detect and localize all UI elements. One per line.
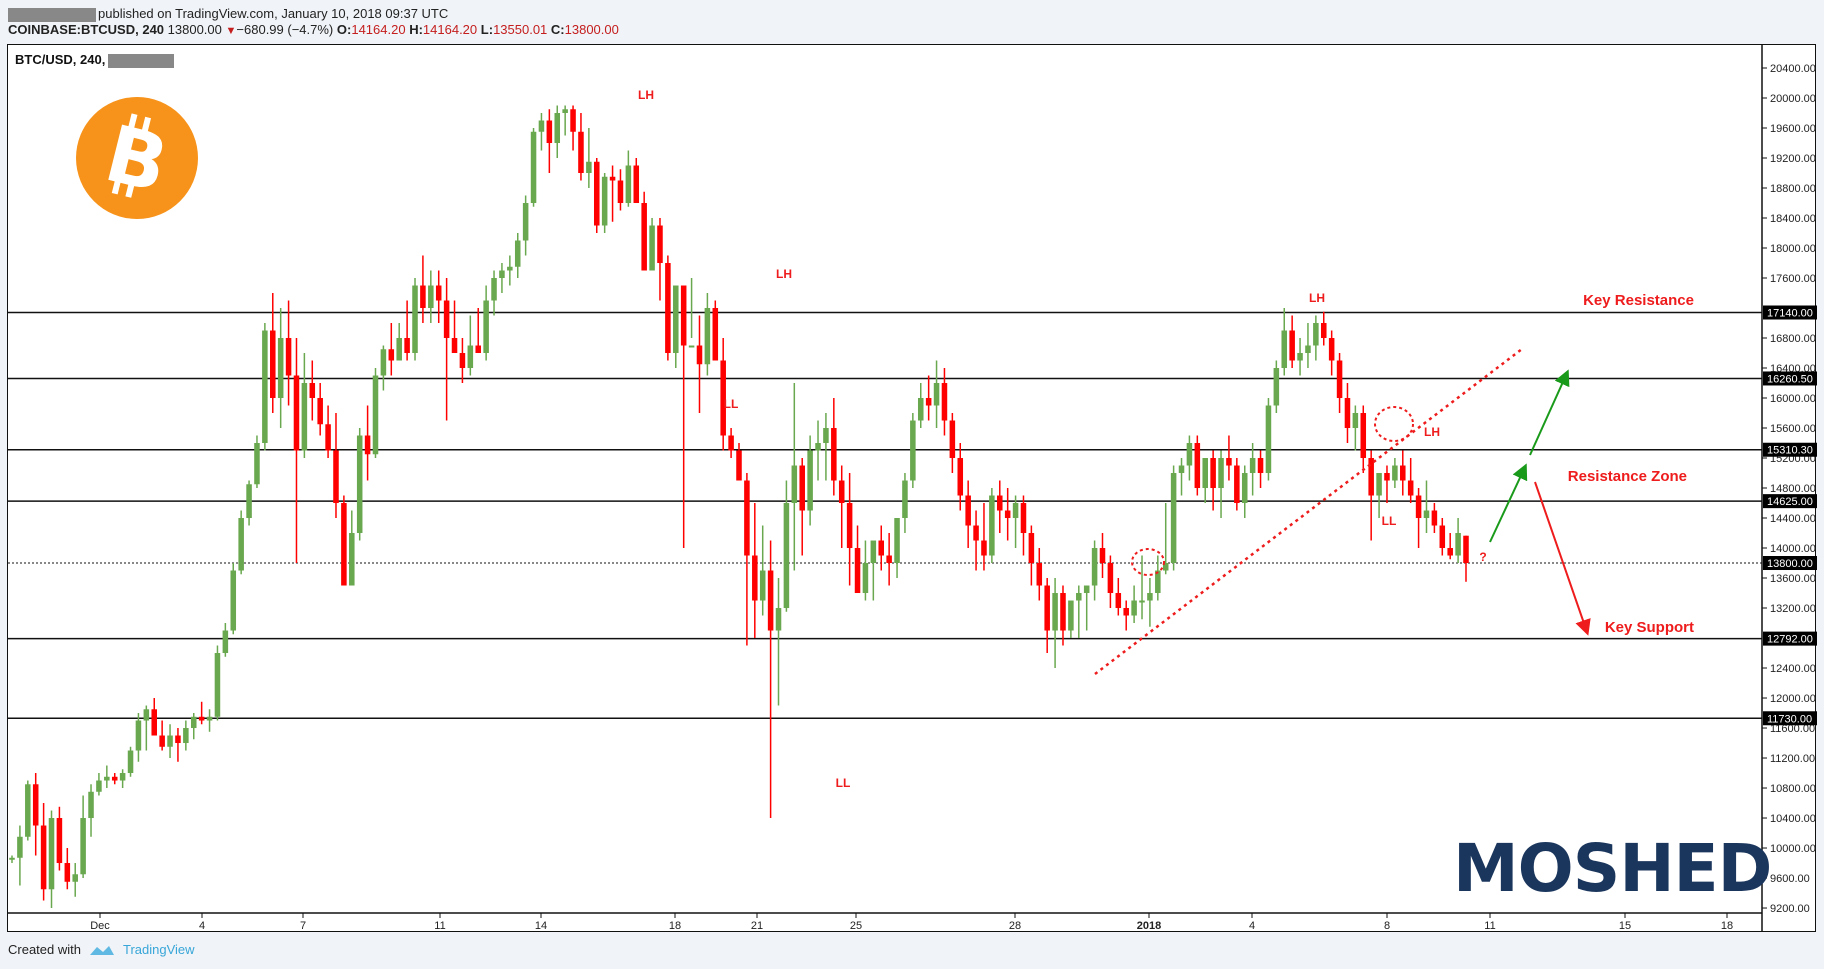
high-label: H: <box>409 22 423 37</box>
svg-text:16800.00: 16800.00 <box>1770 333 1816 345</box>
svg-text:20400.00: 20400.00 <box>1770 63 1816 75</box>
open-label: O: <box>336 22 352 37</box>
svg-text:15310.30: 15310.30 <box>1767 445 1813 457</box>
svg-text:11: 11 <box>434 920 445 932</box>
svg-text:11: 11 <box>1484 920 1495 932</box>
bitcoin-logo-icon: B <box>76 97 198 219</box>
chart-title-text: BTC/USD, 240, <box>15 52 106 67</box>
last-price: 13800.00 <box>167 22 222 37</box>
close-label: C: <box>550 22 565 37</box>
down-triangle-icon: ▼ <box>225 25 237 37</box>
svg-text:17140.00: 17140.00 <box>1767 308 1813 320</box>
tradingview-logo-icon <box>89 945 114 955</box>
svg-text:11600.00: 11600.00 <box>1770 723 1815 735</box>
svg-text:14000.00: 14000.00 <box>1770 543 1816 555</box>
svg-text:10000.00: 10000.00 <box>1770 843 1816 855</box>
svg-text:4: 4 <box>1249 920 1255 932</box>
svg-text:18: 18 <box>1721 920 1733 932</box>
svg-text:9200.00: 9200.00 <box>1770 903 1810 915</box>
svg-text:20000.00: 20000.00 <box>1770 93 1816 105</box>
svg-text:4: 4 <box>199 920 205 932</box>
svg-text:Dec: Dec <box>90 920 110 932</box>
price-change: −680.99 (−4.7%) <box>236 22 334 37</box>
svg-text:14: 14 <box>535 920 547 932</box>
tradingview-link[interactable]: TradingView <box>122 942 195 957</box>
svg-text:12792.00: 12792.00 <box>1767 634 1813 646</box>
svg-text:7: 7 <box>300 920 306 932</box>
high-value: 14164.20 <box>422 22 478 37</box>
svg-text:14800.00: 14800.00 <box>1770 483 1816 495</box>
svg-text:8: 8 <box>1384 920 1390 932</box>
svg-text:25: 25 <box>850 920 862 932</box>
svg-text:19200.00: 19200.00 <box>1770 153 1816 165</box>
annotation-label: LL <box>724 397 739 411</box>
svg-text:18400.00: 18400.00 <box>1770 213 1816 225</box>
created-with-text: Created with <box>8 942 81 957</box>
low-label: L: <box>480 22 494 37</box>
svg-text:15: 15 <box>1619 920 1631 932</box>
low-value: 13550.01 <box>493 22 548 37</box>
published-text: published on TradingView.com, January 10… <box>98 6 449 21</box>
svg-text:16000.00: 16000.00 <box>1770 393 1816 405</box>
svg-text:14625.00: 14625.00 <box>1767 496 1813 508</box>
svg-text:11730.00: 11730.00 <box>1767 713 1812 725</box>
svg-text:19600.00: 19600.00 <box>1770 123 1816 135</box>
svg-text:17600.00: 17600.00 <box>1770 273 1816 285</box>
redacted-author <box>8 7 96 22</box>
svg-text:18: 18 <box>669 920 681 932</box>
annotation-label: LH <box>776 267 792 281</box>
svg-text:12000.00: 12000.00 <box>1770 693 1816 705</box>
annotation-label: LL <box>1382 514 1397 528</box>
annotation-label: Resistance Zone <box>1568 468 1687 485</box>
svg-text:14400.00: 14400.00 <box>1770 513 1816 525</box>
svg-text:18800.00: 18800.00 <box>1770 183 1816 195</box>
annotation-label: ? <box>1479 550 1486 564</box>
annotation-label: LH <box>638 88 654 102</box>
annotation-label: LH <box>1424 425 1440 439</box>
annotation-label: LL <box>836 776 851 790</box>
svg-text:21: 21 <box>751 920 763 932</box>
svg-text:9600.00: 9600.00 <box>1770 873 1810 885</box>
svg-text:16260.50: 16260.50 <box>1767 373 1813 385</box>
svg-text:11200.00: 11200.00 <box>1770 753 1815 765</box>
svg-text:2018: 2018 <box>1137 920 1161 932</box>
moshed-watermark: MOSHED <box>1453 830 1772 907</box>
svg-text:15600.00: 15600.00 <box>1770 423 1816 435</box>
svg-text:10800.00: 10800.00 <box>1770 783 1816 795</box>
svg-text:18000.00: 18000.00 <box>1770 243 1816 255</box>
svg-text:13600.00: 13600.00 <box>1770 573 1816 585</box>
close-value: 13800.00 <box>564 22 619 37</box>
footer: Created with TradingView <box>8 942 195 957</box>
ohlc-legend: COINBASE:BTCUSD, 240 13800.00 ▼−680.99 (… <box>8 21 619 39</box>
open-value: 14164.20 <box>351 22 406 37</box>
chart-symbol-title: BTC/USD, 240, <box>15 52 175 68</box>
svg-text:28: 28 <box>1009 920 1021 932</box>
svg-text:13200.00: 13200.00 <box>1770 603 1816 615</box>
svg-text:13800.00: 13800.00 <box>1767 558 1813 570</box>
annotation-label: Key Resistance <box>1583 292 1694 309</box>
annotation-label: Key Support <box>1605 619 1694 636</box>
symbol-label: COINBASE:BTCUSD, 240 <box>8 22 165 37</box>
redacted-author <box>108 53 175 68</box>
annotation-label: LH <box>1309 291 1325 305</box>
publish-info: published on TradingView.com, January 10… <box>8 5 448 23</box>
svg-text:12400.00: 12400.00 <box>1770 663 1816 675</box>
svg-text:10400.00: 10400.00 <box>1770 813 1816 825</box>
